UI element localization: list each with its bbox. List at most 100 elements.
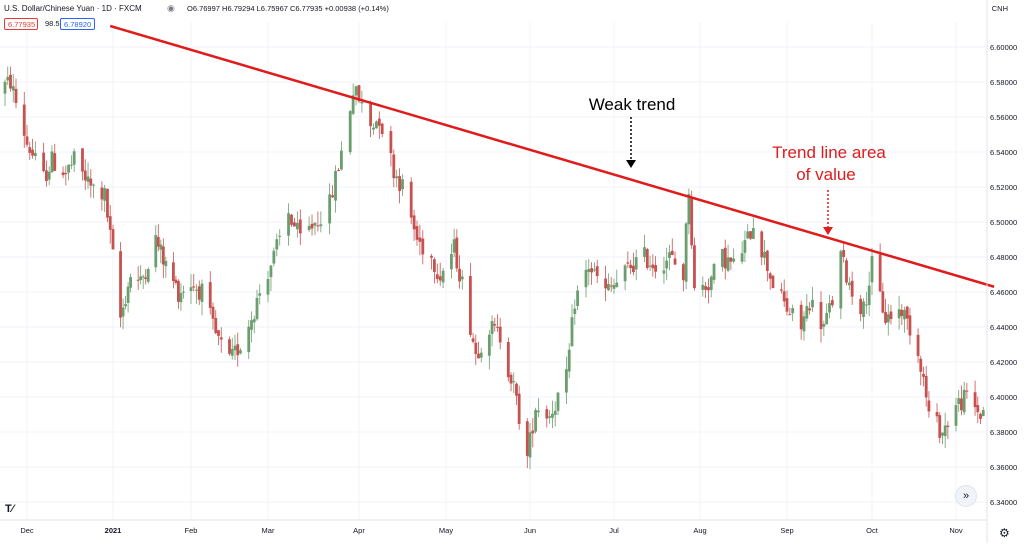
candle (545, 405, 549, 428)
candle (83, 159, 87, 190)
candle (900, 304, 904, 325)
candle-body (31, 149, 34, 156)
candle (89, 169, 93, 198)
candle (962, 381, 966, 416)
candle-body (11, 86, 15, 91)
candle (219, 327, 223, 353)
symbol-title[interactable]: U.S. Dollar/Chinese Yuan · 1D · FXCM (4, 4, 142, 13)
candle-body (287, 213, 290, 236)
candle (726, 244, 730, 273)
candle (922, 366, 925, 387)
candle (957, 389, 961, 412)
candle-body (845, 260, 848, 283)
candle (584, 260, 588, 298)
candle-body (859, 298, 863, 315)
candle (749, 230, 752, 241)
candle (72, 148, 76, 172)
candle-body (50, 151, 54, 173)
candle (129, 273, 133, 293)
candle (372, 123, 375, 135)
candle (42, 142, 46, 173)
candle-body (159, 244, 163, 250)
candle (287, 203, 290, 246)
candle-body (81, 148, 84, 172)
candle (651, 254, 655, 277)
candle (512, 372, 516, 394)
candle-body (693, 245, 696, 289)
candle (506, 337, 510, 382)
candle-body (785, 298, 789, 312)
candle-body (124, 304, 127, 307)
trend-line[interactable] (109, 24, 995, 288)
candle-body (61, 172, 65, 176)
candle (298, 209, 302, 246)
candle (81, 148, 84, 181)
candle (64, 165, 68, 186)
candle (258, 284, 262, 305)
candle-body (506, 341, 510, 378)
ask-price-box[interactable]: 6.78920 (60, 18, 95, 30)
candle (556, 392, 560, 416)
candle-body (435, 274, 439, 280)
candle-body (192, 286, 196, 288)
candle-body (704, 286, 708, 290)
candle (313, 222, 317, 236)
candle-body (593, 269, 596, 271)
candle-body (89, 178, 93, 186)
candle-body (252, 319, 256, 323)
candle-body (83, 170, 87, 181)
tradingview-logo-icon[interactable]: T⁄ (5, 503, 14, 515)
candle-body (881, 291, 885, 313)
candle (946, 421, 950, 439)
candle-body (707, 287, 710, 291)
candle-body (177, 281, 180, 302)
candle-body (623, 265, 627, 282)
candle-body (136, 279, 140, 281)
candle (723, 239, 727, 280)
candle-body (179, 293, 183, 303)
candle (943, 412, 947, 448)
candle-body (886, 314, 890, 323)
candle (380, 122, 384, 138)
candle (830, 295, 834, 308)
candle (712, 262, 716, 284)
candle-body (960, 398, 963, 411)
scroll-to-realtime-button[interactable]: » (955, 485, 977, 507)
gear-icon[interactable]: ⚙ (999, 526, 1010, 540)
candle-body (850, 280, 854, 297)
symbol-header[interactable]: U.S. Dollar/Chinese Yuan · 1D · FXCM (4, 4, 142, 13)
candle-body (25, 136, 29, 145)
candle (460, 270, 464, 290)
candle-body (573, 308, 577, 314)
candle (864, 291, 868, 315)
currency-label[interactable]: CNH (991, 4, 1008, 13)
candle (164, 256, 168, 278)
x-tick-label: Dec (20, 526, 34, 535)
candle-body (438, 276, 442, 281)
candle-body (412, 215, 416, 230)
x-tick-label: Feb (185, 526, 198, 535)
y-tick-label: 6.46000 (990, 288, 1017, 297)
candle (979, 412, 982, 425)
candle (337, 167, 340, 172)
candle (328, 183, 332, 235)
candle-body (452, 239, 456, 253)
bid-price-box[interactable]: 6.77935 (4, 18, 38, 30)
candle (316, 211, 320, 232)
candle (867, 271, 871, 316)
candle (573, 299, 577, 325)
candle-body (161, 246, 165, 265)
candle (707, 278, 710, 304)
candle-body (418, 237, 422, 242)
candle-body (144, 277, 148, 279)
candle-body (665, 260, 669, 269)
candle (50, 145, 54, 173)
candle (847, 276, 851, 291)
eye-icon[interactable]: ◉ (167, 3, 175, 13)
candle (704, 281, 708, 299)
candle (136, 266, 140, 290)
candle-body (802, 316, 806, 332)
candle (490, 315, 494, 347)
